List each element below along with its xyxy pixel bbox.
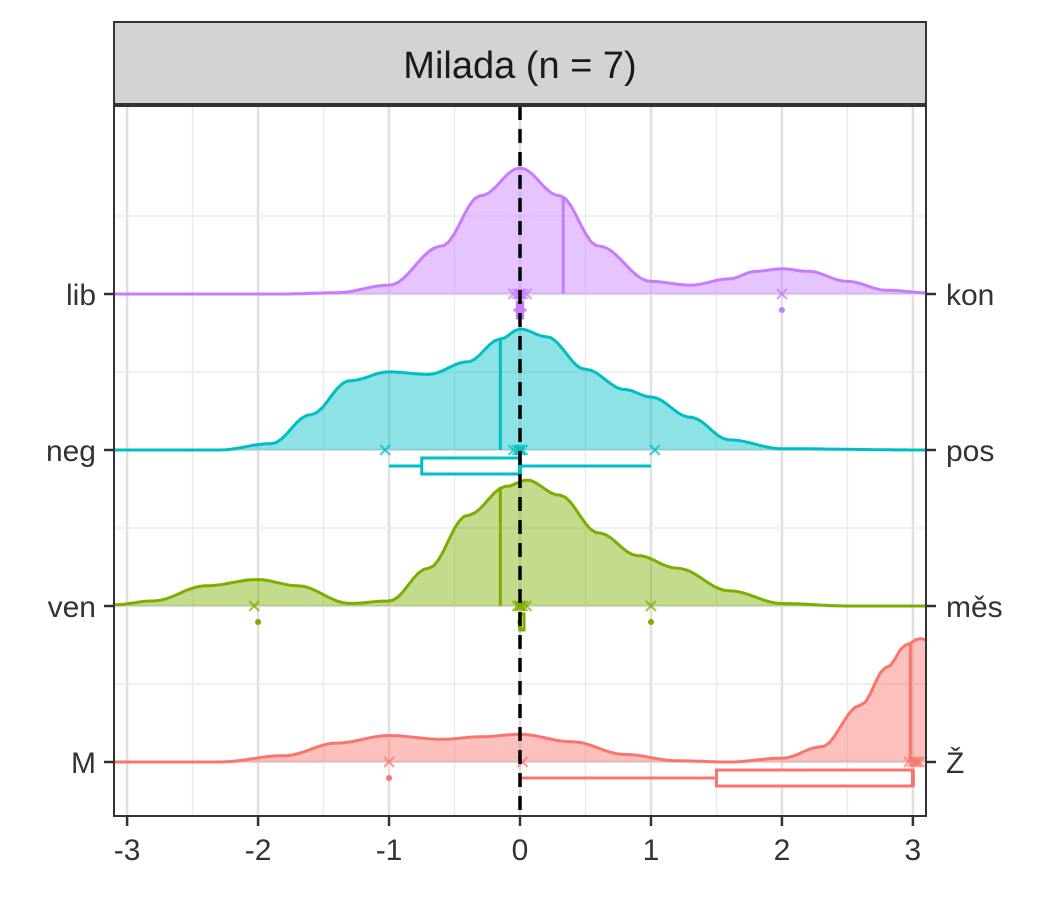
y-label-left-lib: lib [66,279,96,312]
data-point-stroke [649,444,661,456]
data-point-stroke [379,444,391,456]
y-label-right-Ž: Ž [946,747,964,780]
x-tick-label: 3 [905,834,922,867]
data-point-stroke [645,600,657,612]
axis-layer: lib kon neg pos ven měs M Ž -3 -2 -1 0 1 2 3 [46,279,1003,867]
data-point-lib [776,288,788,300]
density-line-lib [114,166,927,296]
box-iqr-neg [420,456,522,476]
data-point-stroke [514,600,526,612]
y-label-right-měs: měs [946,591,1003,624]
y-label-left-ven: ven [48,591,96,624]
x-tick-label: 2 [774,834,791,867]
box-outlier-M [386,775,393,781]
y-label-right-kon: kon [946,279,994,312]
data-point-neg [514,444,526,456]
data-point-stroke [516,600,529,612]
density-line-neg [114,327,926,452]
x-tick-label: -1 [376,834,403,867]
data-point-M [913,756,926,768]
data-point-ven [645,600,657,612]
data-point-neg [649,444,661,456]
y-label-right-pos: pos [946,435,994,468]
box-outlier-lib [778,307,785,313]
data-point-stroke [776,288,788,300]
x-tick-label: 0 [512,834,529,867]
box-outlier-ven [255,619,262,625]
data-point-M [911,756,923,768]
box-outlier-ven [647,619,654,625]
data-point-ven [248,600,260,612]
x-tick-label: 1 [643,834,660,867]
data-point-ven [514,600,526,612]
data-point-stroke [514,444,526,456]
y-label-left-neg: neg [46,435,96,468]
data-point-stroke [248,600,260,612]
data-point-stroke [383,756,395,768]
data-point-neg [379,444,391,456]
x-tick-label: -3 [114,834,141,867]
y-label-left-M: M [71,747,96,780]
facet-strip [113,21,927,105]
facet-title: Milada (n = 7) [403,45,636,87]
box-iqr-M [714,768,915,788]
x-tick-label: -2 [245,834,272,867]
data-point-stroke [516,756,529,768]
data-point-M [383,756,395,768]
data-point-stroke [913,756,926,768]
data-point-stroke [911,756,923,768]
